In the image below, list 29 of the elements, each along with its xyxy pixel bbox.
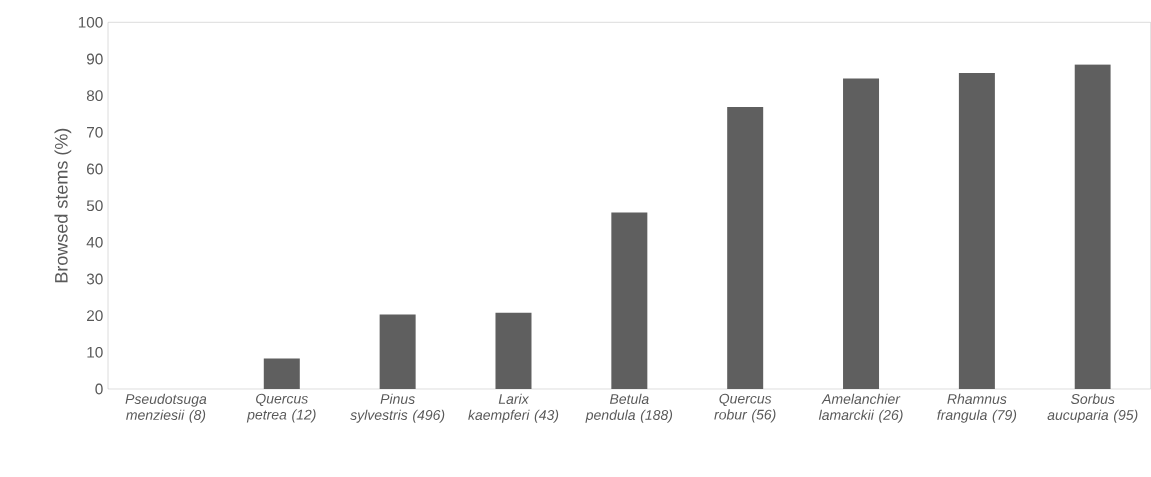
y-tick-label: 50 — [86, 200, 103, 212]
y-tick-label: 60 — [87, 163, 103, 175]
y-tick-label: 70 — [87, 126, 103, 138]
y-axis-title: Browsed stems (%) — [54, 128, 72, 283]
bar — [611, 212, 648, 389]
y-tick-label: 100 — [78, 16, 103, 28]
x-tick-label: Quercus robur (56) — [714, 393, 776, 423]
x-tick-label: Quercus petrea (12) — [246, 393, 316, 423]
y-tick-label: 20 — [87, 310, 103, 322]
x-tick-label: Sorbus aucuparia (95) — [1047, 393, 1138, 423]
y-tick-label: 40 — [86, 236, 103, 248]
y-tick-label: 90 — [86, 53, 103, 65]
x-tick-label: Pseudotsuga menziesii (8) — [125, 393, 207, 423]
x-tick-label: Pinus sylvestris (496) — [350, 393, 445, 423]
x-tick-label: Betula pendula (188) — [585, 393, 673, 423]
bar — [727, 107, 764, 389]
y-tick-label: 80 — [86, 90, 103, 102]
bar — [263, 358, 300, 389]
x-tick-label: Rhamnus frangula (79) — [937, 393, 1017, 423]
y-tick-label: 0 — [95, 383, 103, 395]
x-tick-label: Larix kaempferi (43) — [468, 393, 559, 423]
bar — [1074, 64, 1111, 389]
bar — [843, 78, 880, 389]
bar — [958, 72, 995, 389]
y-tick-label: 10 — [87, 346, 103, 358]
x-tick-label: Amelanchier lamarckii (26) — [818, 393, 903, 423]
bar — [379, 314, 416, 389]
y-tick-label: 30 — [86, 273, 103, 285]
bar — [495, 312, 532, 389]
